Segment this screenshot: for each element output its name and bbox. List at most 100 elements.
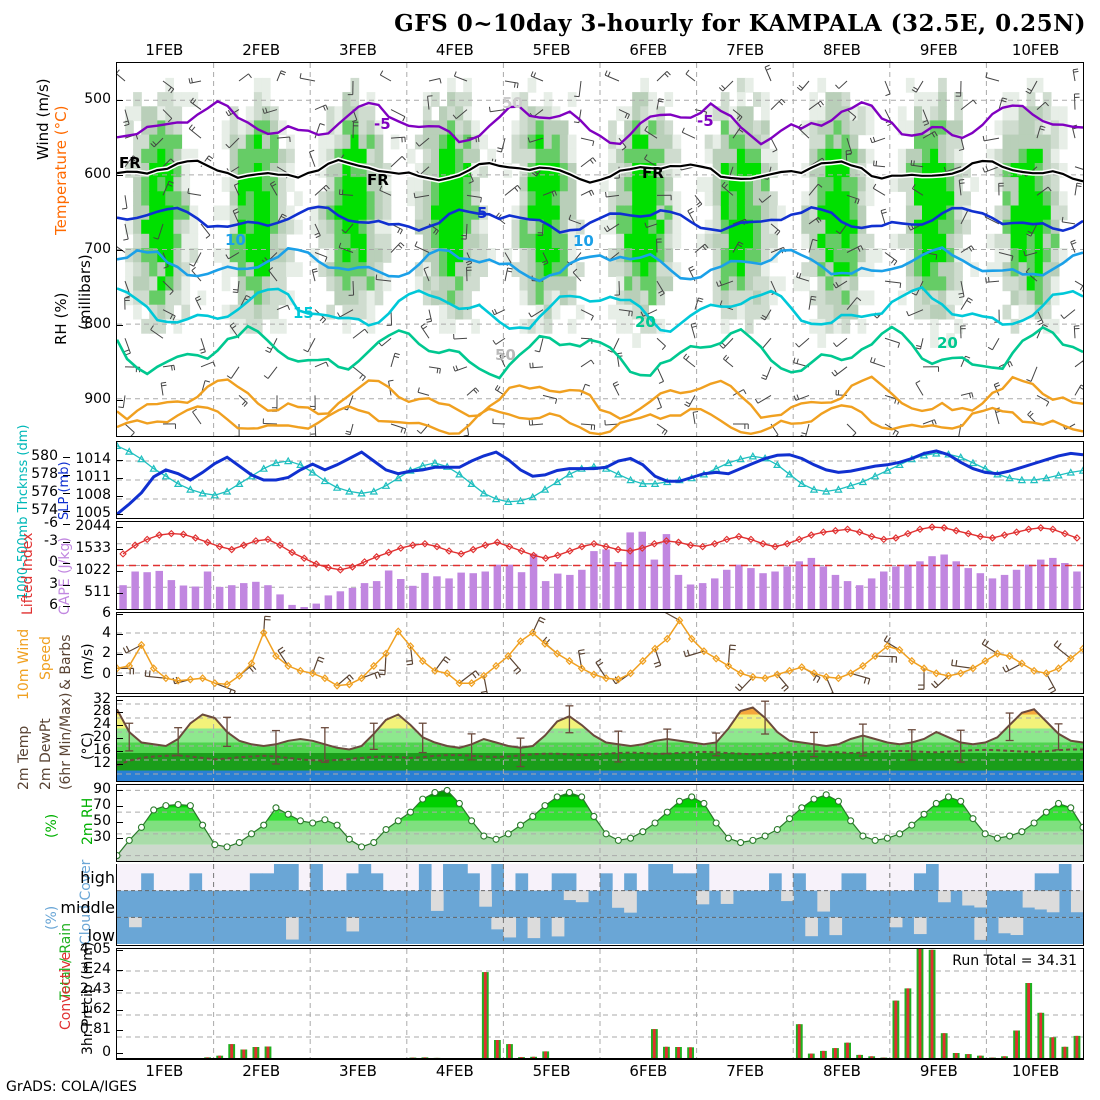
- cape-bar: [312, 603, 320, 609]
- tick-label: 500: [84, 90, 111, 107]
- gridlines: [117, 864, 1083, 944]
- cloud-cell: [720, 890, 734, 904]
- tick-mark: [116, 1010, 123, 1011]
- tick-mark: [116, 571, 123, 572]
- cloud-cell: [600, 873, 613, 891]
- tick-mark: [116, 614, 123, 615]
- cloud-cell: [575, 890, 589, 903]
- cape-bar: [360, 583, 369, 609]
- cape-bar: [1037, 559, 1045, 609]
- tick-mark: [116, 496, 123, 497]
- cloud-cell: [1010, 917, 1024, 936]
- cape-bar: [759, 573, 767, 609]
- cloud-cover-panel[interactable]: [116, 864, 1084, 946]
- wind10m-panel[interactable]: [116, 612, 1084, 694]
- cape-bar: [1061, 563, 1069, 609]
- precip-convective-bar: [846, 1042, 849, 1059]
- day-label-6feb: 6FEB: [629, 41, 668, 59]
- cape-bar: [1000, 574, 1009, 609]
- precip-convective-bar: [1039, 1012, 1043, 1059]
- cloud-cell: [841, 873, 855, 891]
- gridlines: [117, 949, 1083, 1059]
- cloud-cell: [889, 917, 903, 928]
- cape-bar: [1024, 564, 1033, 609]
- cape-bar: [155, 570, 163, 609]
- axis-title: Wind (m/s): [34, 78, 52, 160]
- tick-label: 2044: [75, 518, 111, 534]
- precip-panel[interactable]: Run Total = 34.31: [116, 948, 1084, 1060]
- cape-bar: [457, 572, 465, 609]
- tick-mark: [116, 527, 123, 528]
- upper-air-panel[interactable]: -5 -5 FR FR FR 5 10 10 15 20 20 50 50: [116, 62, 1084, 437]
- tick-label: 6: [102, 605, 111, 621]
- tick-mark: [116, 712, 123, 713]
- tick-mark: [116, 675, 123, 676]
- tick-mark: [116, 700, 123, 701]
- precip-convective-bar: [870, 1056, 874, 1059]
- svg-text:-5: -5: [374, 115, 391, 133]
- tick-label: 0: [49, 554, 58, 570]
- cape-bar: [300, 607, 308, 609]
- cape-bar: [179, 585, 188, 609]
- cape-bar: [988, 578, 997, 609]
- cape-bar: [964, 568, 972, 609]
- tick-mark: [116, 751, 123, 752]
- cape-bar: [698, 583, 707, 609]
- cloud-cell: [346, 873, 360, 891]
- svg-text:FR: FR: [367, 171, 389, 189]
- gridlines: [117, 697, 1083, 781]
- axis-title: Speed: [38, 636, 54, 680]
- precip-convective-bar: [544, 1051, 547, 1059]
- day-label-4feb: 4FEB: [435, 41, 474, 59]
- cape-bar: [771, 571, 779, 609]
- cape-bar: [191, 586, 200, 609]
- day-label-1feb: 1FEB: [145, 41, 184, 59]
- tick-mark: [116, 99, 123, 101]
- cloud-cell: [261, 873, 275, 891]
- wind-barb: [277, 650, 289, 667]
- precip-convective-bar: [834, 1048, 837, 1059]
- cape-bar: [215, 586, 224, 609]
- cloud-cell: [346, 917, 360, 932]
- cloud-cell: [1046, 890, 1060, 913]
- tick-mark: [116, 593, 123, 594]
- day-label-3feb: 3FEB: [339, 41, 377, 59]
- cloud-cell: [962, 890, 975, 906]
- cape-bar: [203, 571, 212, 609]
- tick-label: 12: [93, 755, 111, 771]
- day-label-7feb: 7FEB: [726, 41, 765, 59]
- axis-title: 2m DewPt: [38, 718, 54, 790]
- cloud-cell: [491, 864, 504, 891]
- svg-text:50: 50: [502, 94, 523, 112]
- cloud-cell: [563, 890, 577, 901]
- temp2m-panel[interactable]: [116, 696, 1084, 782]
- cape-bar: [928, 556, 936, 609]
- cloud-cell: [551, 917, 565, 937]
- cloud-cell: [829, 917, 843, 936]
- cloud-cell: [563, 873, 577, 891]
- wind-barb: [951, 664, 974, 669]
- tick-label: 1014: [75, 451, 111, 467]
- svg-text:FR: FR: [642, 164, 664, 182]
- wind-barb: [739, 676, 754, 692]
- tick-label: 90: [93, 781, 111, 797]
- tick-label: 6: [49, 597, 58, 613]
- cape-bar: [880, 571, 888, 609]
- thickness-slp-panel[interactable]: [116, 441, 1084, 519]
- precip-convective-bar: [978, 1055, 982, 1059]
- cloud-cell: [853, 873, 867, 891]
- cape-bar: [240, 583, 248, 609]
- rh2m-panel[interactable]: [116, 784, 1084, 862]
- cape-bar: [384, 570, 393, 609]
- tick-label: 0: [102, 666, 111, 682]
- day-label-7feb: 7FEB: [726, 1062, 765, 1080]
- cloud-cell: [672, 873, 686, 891]
- li-cape-panel[interactable]: [116, 521, 1084, 610]
- cloud-cell: [551, 873, 565, 891]
- gridlines: [117, 613, 1083, 693]
- tick-mark: [116, 549, 123, 550]
- wind-barb: [1053, 644, 1072, 660]
- cloud-cell: [769, 873, 782, 891]
- precip-convective-bar: [1051, 1037, 1055, 1059]
- wind-barb: [850, 672, 870, 680]
